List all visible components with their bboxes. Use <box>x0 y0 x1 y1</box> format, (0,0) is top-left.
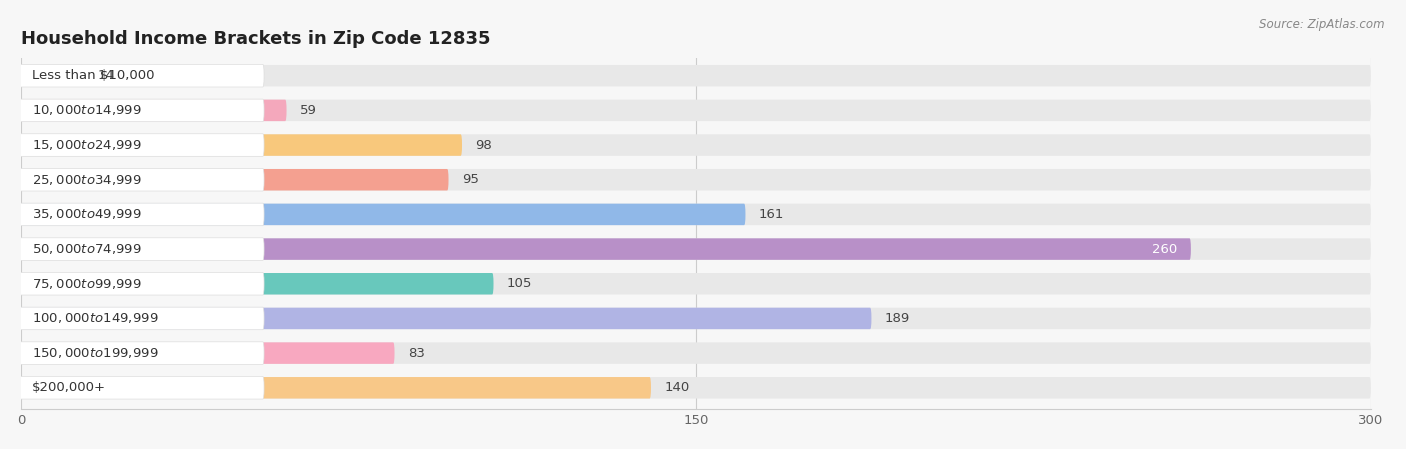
Text: $35,000 to $49,999: $35,000 to $49,999 <box>32 207 142 221</box>
Text: Less than $10,000: Less than $10,000 <box>32 69 155 82</box>
Text: $100,000 to $149,999: $100,000 to $149,999 <box>32 312 159 326</box>
Text: $25,000 to $34,999: $25,000 to $34,999 <box>32 173 142 187</box>
FancyBboxPatch shape <box>21 342 1371 364</box>
FancyBboxPatch shape <box>21 169 1371 190</box>
FancyBboxPatch shape <box>21 308 1371 329</box>
Text: 59: 59 <box>299 104 316 117</box>
Text: $10,000 to $14,999: $10,000 to $14,999 <box>32 103 142 117</box>
Text: 98: 98 <box>475 139 492 152</box>
FancyBboxPatch shape <box>17 342 264 365</box>
FancyBboxPatch shape <box>21 308 872 329</box>
FancyBboxPatch shape <box>17 203 264 226</box>
FancyBboxPatch shape <box>21 134 463 156</box>
Text: 83: 83 <box>408 347 425 360</box>
FancyBboxPatch shape <box>21 169 449 190</box>
FancyBboxPatch shape <box>17 99 264 122</box>
Text: $200,000+: $200,000+ <box>32 381 107 394</box>
Text: $150,000 to $199,999: $150,000 to $199,999 <box>32 346 159 360</box>
FancyBboxPatch shape <box>21 204 1371 225</box>
FancyBboxPatch shape <box>17 134 264 156</box>
FancyBboxPatch shape <box>17 273 264 295</box>
Text: 189: 189 <box>884 312 910 325</box>
FancyBboxPatch shape <box>17 64 264 87</box>
Text: 140: 140 <box>665 381 690 394</box>
FancyBboxPatch shape <box>21 65 1371 87</box>
Text: 161: 161 <box>759 208 785 221</box>
FancyBboxPatch shape <box>21 377 1371 399</box>
FancyBboxPatch shape <box>21 65 84 87</box>
FancyBboxPatch shape <box>21 238 1371 260</box>
FancyBboxPatch shape <box>21 134 1371 156</box>
Text: 95: 95 <box>463 173 479 186</box>
FancyBboxPatch shape <box>21 204 745 225</box>
Text: 105: 105 <box>508 277 533 290</box>
FancyBboxPatch shape <box>21 342 395 364</box>
FancyBboxPatch shape <box>17 377 264 399</box>
Text: 14: 14 <box>97 69 114 82</box>
FancyBboxPatch shape <box>17 238 264 260</box>
Text: $50,000 to $74,999: $50,000 to $74,999 <box>32 242 142 256</box>
FancyBboxPatch shape <box>17 307 264 330</box>
FancyBboxPatch shape <box>21 273 494 295</box>
FancyBboxPatch shape <box>21 238 1191 260</box>
FancyBboxPatch shape <box>17 168 264 191</box>
Text: $75,000 to $99,999: $75,000 to $99,999 <box>32 277 142 291</box>
FancyBboxPatch shape <box>21 100 1371 121</box>
Text: $15,000 to $24,999: $15,000 to $24,999 <box>32 138 142 152</box>
Text: Household Income Brackets in Zip Code 12835: Household Income Brackets in Zip Code 12… <box>21 31 491 48</box>
FancyBboxPatch shape <box>21 377 651 399</box>
Text: Source: ZipAtlas.com: Source: ZipAtlas.com <box>1260 18 1385 31</box>
FancyBboxPatch shape <box>21 273 1371 295</box>
Text: 260: 260 <box>1152 242 1177 255</box>
FancyBboxPatch shape <box>21 100 287 121</box>
